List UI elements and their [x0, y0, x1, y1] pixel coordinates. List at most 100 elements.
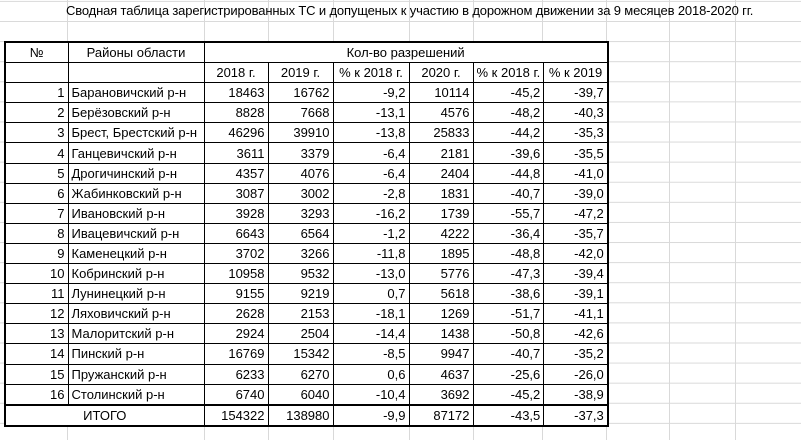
value-cell[interactable]: 16762	[267, 82, 334, 104]
value-cell[interactable]: -45,2	[472, 82, 545, 104]
value-cell[interactable]: -6,4	[332, 142, 410, 164]
empty-cell[interactable]	[4, 62, 69, 84]
value-cell[interactable]: 3702	[203, 242, 269, 265]
value-cell[interactable]: -48,8	[472, 242, 545, 265]
value-cell[interactable]: 39910	[267, 122, 334, 144]
value-cell[interactable]: -38,6	[472, 283, 545, 305]
value-cell[interactable]: 2181	[408, 142, 474, 164]
value-cell[interactable]: 1269	[408, 303, 474, 325]
value-cell[interactable]: -35,3	[543, 122, 609, 144]
value-cell[interactable]: 10958	[203, 263, 269, 285]
value-cell[interactable]: -10,4	[332, 383, 410, 406]
value-cell[interactable]: -26,0	[543, 363, 609, 385]
row-number[interactable]: 9	[4, 242, 69, 265]
row-number[interactable]: 1	[4, 82, 69, 104]
district-name[interactable]: Барановичский р-н	[67, 82, 205, 104]
total-value[interactable]: -43,5	[472, 403, 545, 427]
district-name[interactable]: Ивановский р-н	[67, 202, 205, 224]
empty-cell[interactable]	[67, 62, 205, 84]
row-number[interactable]: 14	[4, 343, 69, 365]
value-cell[interactable]: 0,6	[332, 363, 410, 385]
row-number[interactable]: 7	[4, 202, 69, 224]
value-cell[interactable]: 4637	[408, 363, 474, 385]
row-number[interactable]: 5	[4, 162, 69, 184]
value-cell[interactable]: 9219	[267, 283, 334, 305]
value-cell[interactable]: -18,1	[332, 303, 410, 325]
value-cell[interactable]: -11,8	[332, 242, 410, 265]
district-name[interactable]: Ивацевичский р-н	[67, 222, 205, 244]
value-cell[interactable]: 0,7	[332, 283, 410, 305]
district-name[interactable]: Ганцевичский р-н	[67, 142, 205, 164]
value-cell[interactable]: 2404	[408, 162, 474, 184]
value-cell[interactable]: -39,6	[472, 142, 545, 164]
value-cell[interactable]: 1739	[408, 202, 474, 224]
district-name[interactable]: Лунинецкий р-н	[67, 283, 205, 305]
value-cell[interactable]: -41,1	[543, 303, 609, 325]
value-cell[interactable]: -35,5	[543, 142, 609, 164]
value-cell[interactable]: 6643	[203, 222, 269, 244]
row-number[interactable]: 12	[4, 303, 69, 325]
value-cell[interactable]: 3002	[267, 182, 334, 204]
value-cell[interactable]: -48,2	[472, 102, 545, 124]
header-district[interactable]: Районы области	[67, 41, 205, 64]
value-cell[interactable]: -6,4	[332, 162, 410, 184]
value-cell[interactable]: -47,3	[472, 263, 545, 285]
header-col[interactable]: 2018 г.	[203, 62, 269, 84]
value-cell[interactable]: 3266	[267, 242, 334, 265]
header-group[interactable]: Кол-во разрешений	[203, 41, 609, 64]
value-cell[interactable]: -40,7	[472, 343, 545, 365]
value-cell[interactable]: 46296	[203, 122, 269, 144]
value-cell[interactable]: -36,4	[472, 222, 545, 244]
value-cell[interactable]: -40,3	[543, 102, 609, 124]
header-col[interactable]: 2019 г.	[267, 62, 334, 84]
row-number[interactable]: 13	[4, 323, 69, 345]
row-number[interactable]: 10	[4, 263, 69, 285]
header-no[interactable]: №	[4, 41, 69, 64]
value-cell[interactable]: -8,5	[332, 343, 410, 365]
district-name[interactable]: Ляховичский р-н	[67, 303, 205, 325]
district-name[interactable]: Брест, Брестский р-н	[67, 122, 205, 144]
total-value[interactable]: 87172	[408, 403, 474, 427]
total-value[interactable]: 138980	[267, 403, 334, 427]
value-cell[interactable]: 1831	[408, 182, 474, 204]
value-cell[interactable]: -35,2	[543, 343, 609, 365]
value-cell[interactable]: -2,8	[332, 182, 410, 204]
total-label[interactable]: ИТОГО	[4, 403, 205, 427]
value-cell[interactable]: -13,0	[332, 263, 410, 285]
row-number[interactable]: 2	[4, 102, 69, 124]
district-name[interactable]: Малоритский р-н	[67, 323, 205, 345]
value-cell[interactable]: -16,2	[332, 202, 410, 224]
value-cell[interactable]: 3692	[408, 383, 474, 406]
row-number[interactable]: 11	[4, 283, 69, 305]
value-cell[interactable]: -39,7	[543, 82, 609, 104]
row-number[interactable]: 15	[4, 363, 69, 385]
row-number[interactable]: 8	[4, 222, 69, 244]
sheet-title[interactable]: Сводная таблица зарегистрированных ТС и …	[66, 3, 754, 18]
value-cell[interactable]: 6740	[203, 383, 269, 406]
district-name[interactable]: Каменецкий р-н	[67, 242, 205, 265]
value-cell[interactable]: -51,7	[472, 303, 545, 325]
value-cell[interactable]: 1895	[408, 242, 474, 265]
row-number[interactable]: 16	[4, 383, 69, 406]
district-name[interactable]: Кобринский р-н	[67, 263, 205, 285]
value-cell[interactable]: -39,4	[543, 263, 609, 285]
value-cell[interactable]: 9532	[267, 263, 334, 285]
value-cell[interactable]: 3293	[267, 202, 334, 224]
value-cell[interactable]: 4222	[408, 222, 474, 244]
value-cell[interactable]: -45,2	[472, 383, 545, 406]
value-cell[interactable]: 9155	[203, 283, 269, 305]
value-cell[interactable]: 2924	[203, 323, 269, 345]
district-name[interactable]: Берёзовский р-н	[67, 102, 205, 124]
value-cell[interactable]: -44,2	[472, 122, 545, 144]
value-cell[interactable]: 7668	[267, 102, 334, 124]
value-cell[interactable]: -9,2	[332, 82, 410, 104]
row-number[interactable]: 6	[4, 182, 69, 204]
value-cell[interactable]: 6233	[203, 363, 269, 385]
total-value[interactable]: -37,3	[543, 403, 609, 427]
value-cell[interactable]: 15342	[267, 343, 334, 365]
value-cell[interactable]: -38,9	[543, 383, 609, 406]
value-cell[interactable]: 5618	[408, 283, 474, 305]
value-cell[interactable]: 2504	[267, 323, 334, 345]
value-cell[interactable]: -42,0	[543, 242, 609, 265]
value-cell[interactable]: -39,0	[543, 182, 609, 204]
